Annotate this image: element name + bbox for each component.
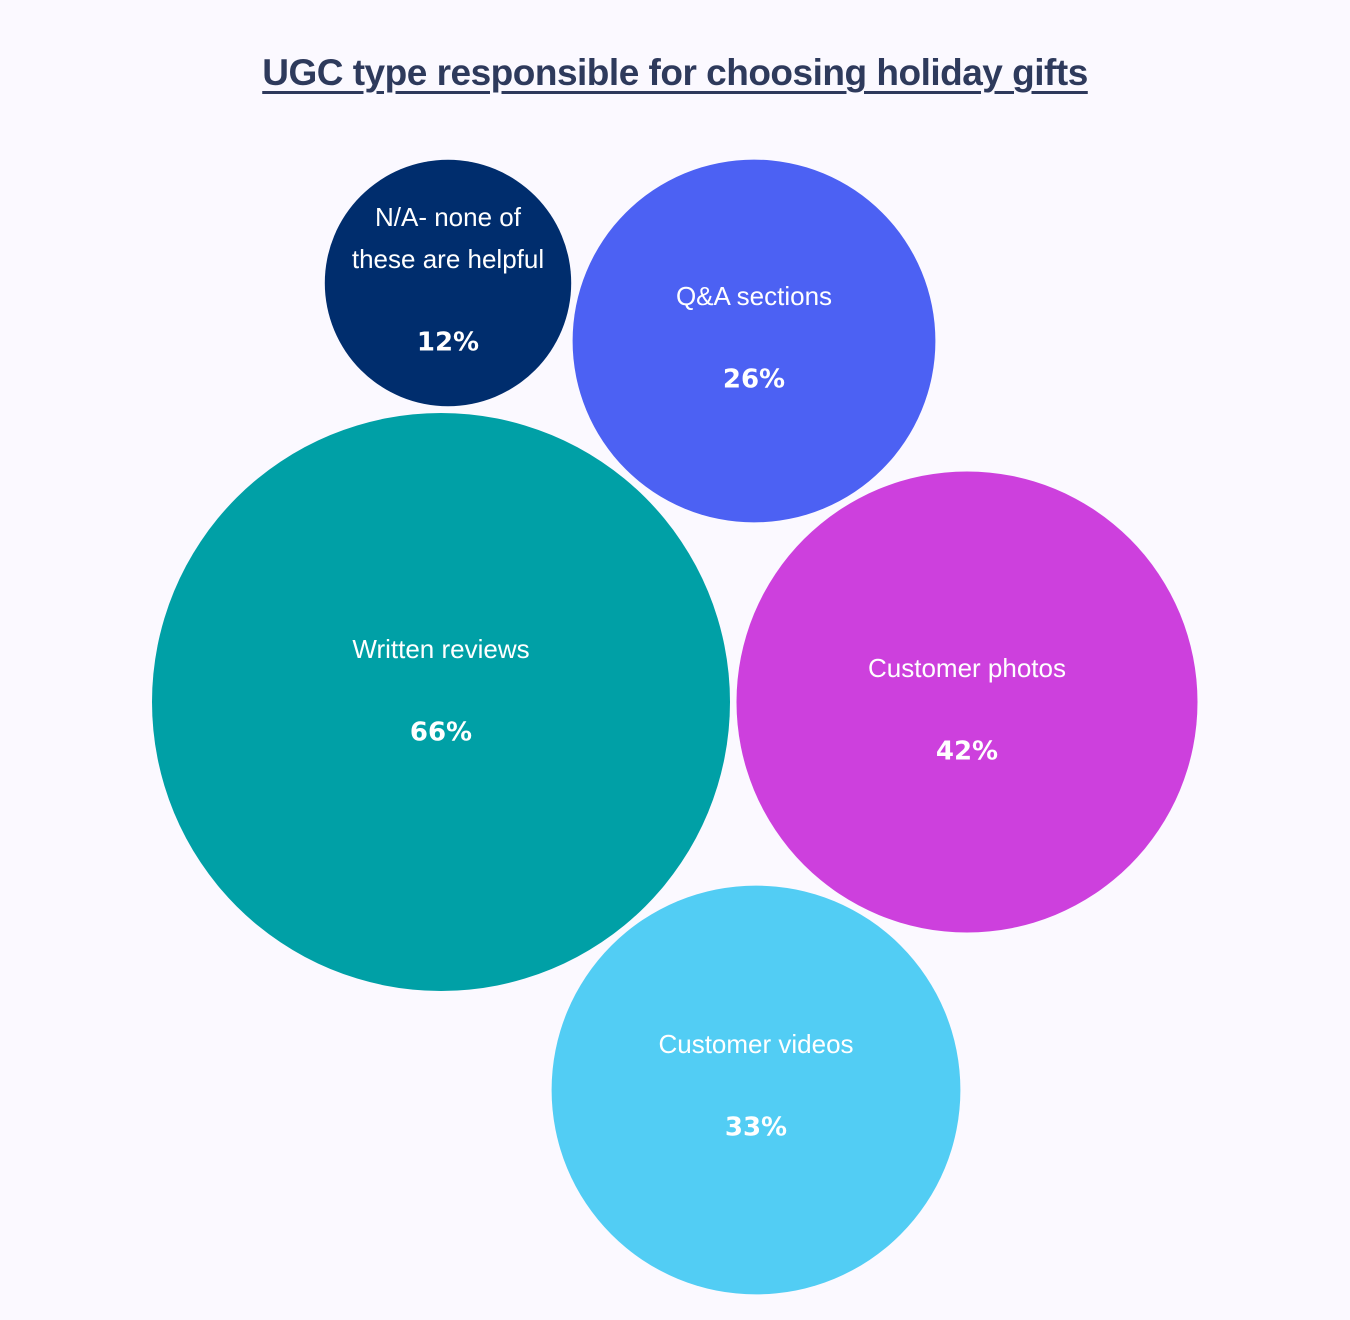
bubble-customer-photos: Customer photos 42%	[736, 471, 1198, 933]
chart-title: UGC type responsible for choosing holida…	[262, 52, 1088, 93]
bubble-circle-customer-photos	[736, 471, 1198, 933]
bubble-label-q-a-sections: Q&A sections	[676, 281, 832, 311]
bubble-label-customer-videos: Customer videos	[658, 1029, 853, 1059]
bubble-label-customer-photos: Customer photos	[868, 653, 1066, 683]
bubble-value-n-a-none-of-these-are-helpful: 12%	[417, 328, 479, 358]
bubble-customer-videos: Customer videos 33%	[551, 885, 961, 1295]
bubble-value-q-a-sections: 26%	[723, 365, 785, 395]
bubble-circle-q-a-sections	[572, 159, 936, 523]
bubble-label-n-a-none-of-these-are-helpful-line-1: N/A- none of	[375, 202, 522, 232]
bubble-value-customer-photos: 42%	[936, 737, 998, 767]
bubble-circle-n-a-none-of-these-are-helpful	[324, 159, 572, 407]
bubble-n-a-none-of-these-are-helpful: N/A- none of these are helpful 12%	[324, 159, 572, 407]
bubble-written-reviews: Written reviews 66%	[152, 413, 730, 991]
bubble-value-customer-videos: 33%	[725, 1113, 787, 1143]
bubble-circle-customer-videos	[551, 885, 961, 1295]
bubble-circle-written-reviews	[152, 413, 730, 991]
bubble-q-a-sections: Q&A sections 26%	[572, 159, 936, 523]
bubble-label-n-a-none-of-these-are-helpful-line-2: these are helpful	[352, 244, 544, 274]
bubble-label-written-reviews: Written reviews	[352, 634, 529, 664]
bubble-value-written-reviews: 66%	[410, 718, 472, 748]
